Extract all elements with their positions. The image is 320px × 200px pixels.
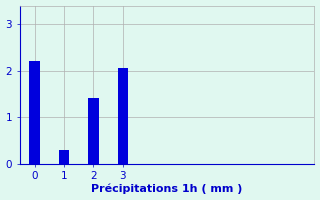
Bar [29,61,40,164]
Bar [88,98,99,164]
X-axis label: Précipitations 1h ( mm ): Précipitations 1h ( mm ) [92,184,243,194]
Bar [118,68,128,164]
Bar [59,150,69,164]
